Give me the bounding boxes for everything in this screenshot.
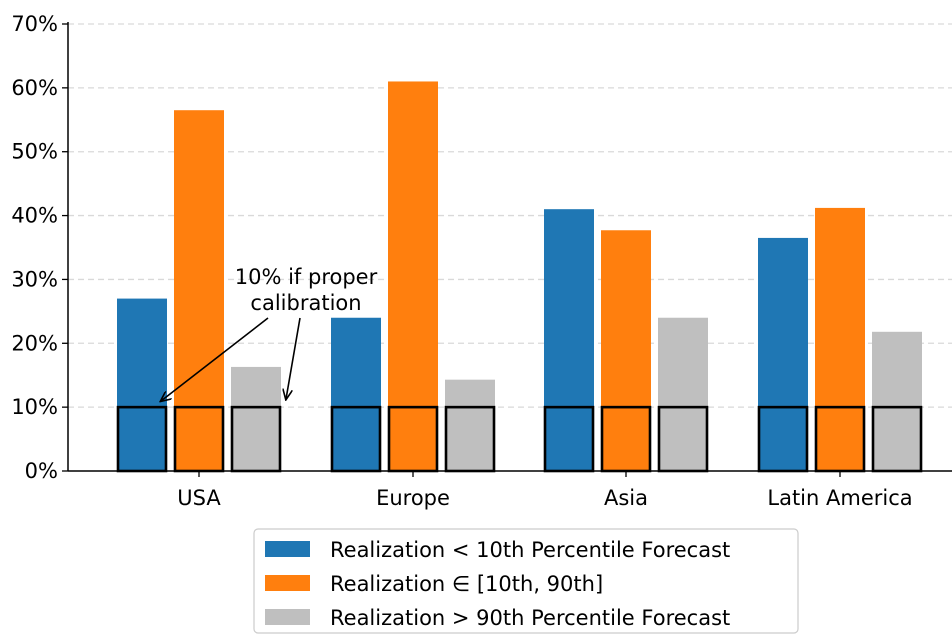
- legend-label-within: Realization ∈ [10th, 90th]: [330, 572, 603, 596]
- y-tick-label: 60%: [11, 76, 58, 100]
- gridlines: [68, 23, 952, 408]
- bar: [331, 317, 381, 471]
- bar: [445, 379, 495, 471]
- legend-frame: [253, 528, 799, 634]
- bar: [601, 230, 651, 471]
- annotation-line-2: calibration: [250, 291, 361, 315]
- bars: [117, 81, 922, 471]
- annotation-arrow-right: [286, 317, 301, 399]
- x-tick-label: Asia: [604, 486, 648, 510]
- legend-label-below: Realization < 10th Percentile Forecast: [330, 538, 730, 562]
- bar: [388, 81, 438, 471]
- x-tick-label: Latin America: [767, 486, 912, 510]
- legend-swatch-within: [265, 575, 310, 591]
- bar: [815, 207, 865, 471]
- annotation-arrow-left: [161, 317, 269, 401]
- annotation-line-1: 10% if proper: [235, 265, 378, 289]
- y-tick-label: 50%: [11, 140, 58, 164]
- legend-swatch-above: [265, 609, 310, 625]
- y-tick-label: 20%: [11, 331, 58, 355]
- bar: [544, 209, 594, 471]
- legend: Realization < 10th Percentile Forecast R…: [253, 528, 799, 634]
- bar: [231, 366, 281, 471]
- bar: [117, 298, 167, 471]
- tick-labels: 0% 10% 20% 30% 40% 50% 60% 70%: [11, 12, 68, 483]
- bar: [174, 110, 224, 471]
- bar: [658, 317, 708, 471]
- x-tick-label: Europe: [376, 486, 450, 510]
- y-tick-label: 0%: [25, 459, 58, 483]
- y-tick-label: 10%: [11, 395, 58, 419]
- legend-swatch-below: [265, 541, 310, 557]
- axes: [67, 22, 952, 472]
- x-tick-label: USA: [177, 486, 221, 510]
- category-labels: USA Europe Asia Latin America: [177, 471, 913, 510]
- calibration-annotation: 10% if proper calibration: [161, 265, 378, 401]
- y-tick-label: 70%: [11, 12, 58, 36]
- y-tick-label: 30%: [11, 267, 58, 291]
- bar: [758, 237, 808, 471]
- bar: [872, 331, 922, 471]
- legend-label-above: Realization > 90th Percentile Forecast: [330, 606, 730, 630]
- y-tick-label: 40%: [11, 204, 58, 228]
